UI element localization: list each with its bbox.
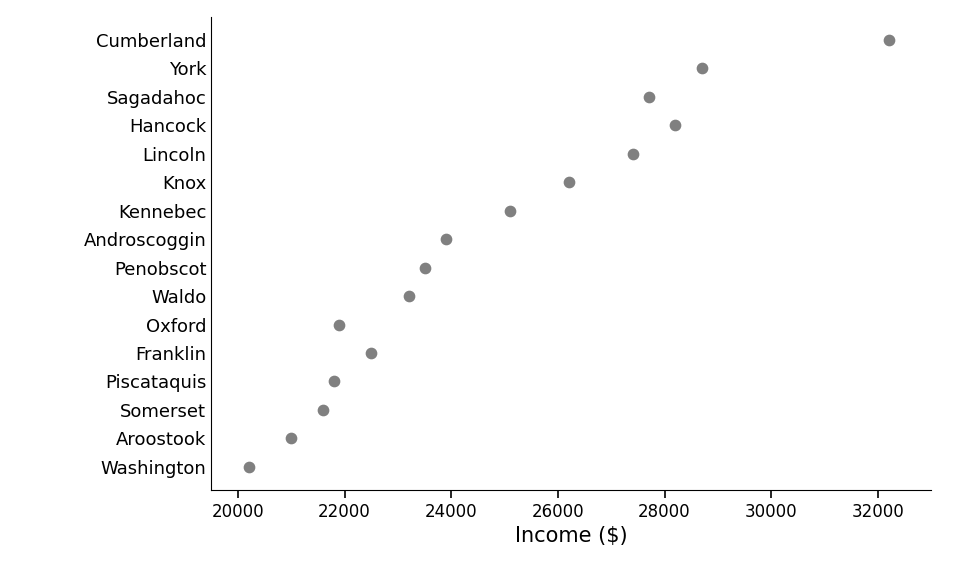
Point	[326, 377, 342, 386]
Point	[364, 348, 379, 358]
Point	[331, 320, 347, 329]
Point	[438, 234, 453, 244]
Point	[401, 291, 417, 301]
Point	[316, 406, 331, 415]
X-axis label: Income ($): Income ($)	[515, 526, 628, 547]
Point	[561, 178, 576, 187]
Point	[283, 434, 299, 443]
Point	[881, 36, 897, 45]
Point	[241, 462, 256, 471]
Point	[667, 121, 683, 130]
Point	[694, 64, 709, 73]
Point	[625, 149, 640, 158]
Point	[417, 263, 432, 272]
Point	[502, 206, 517, 215]
Point	[641, 92, 657, 101]
